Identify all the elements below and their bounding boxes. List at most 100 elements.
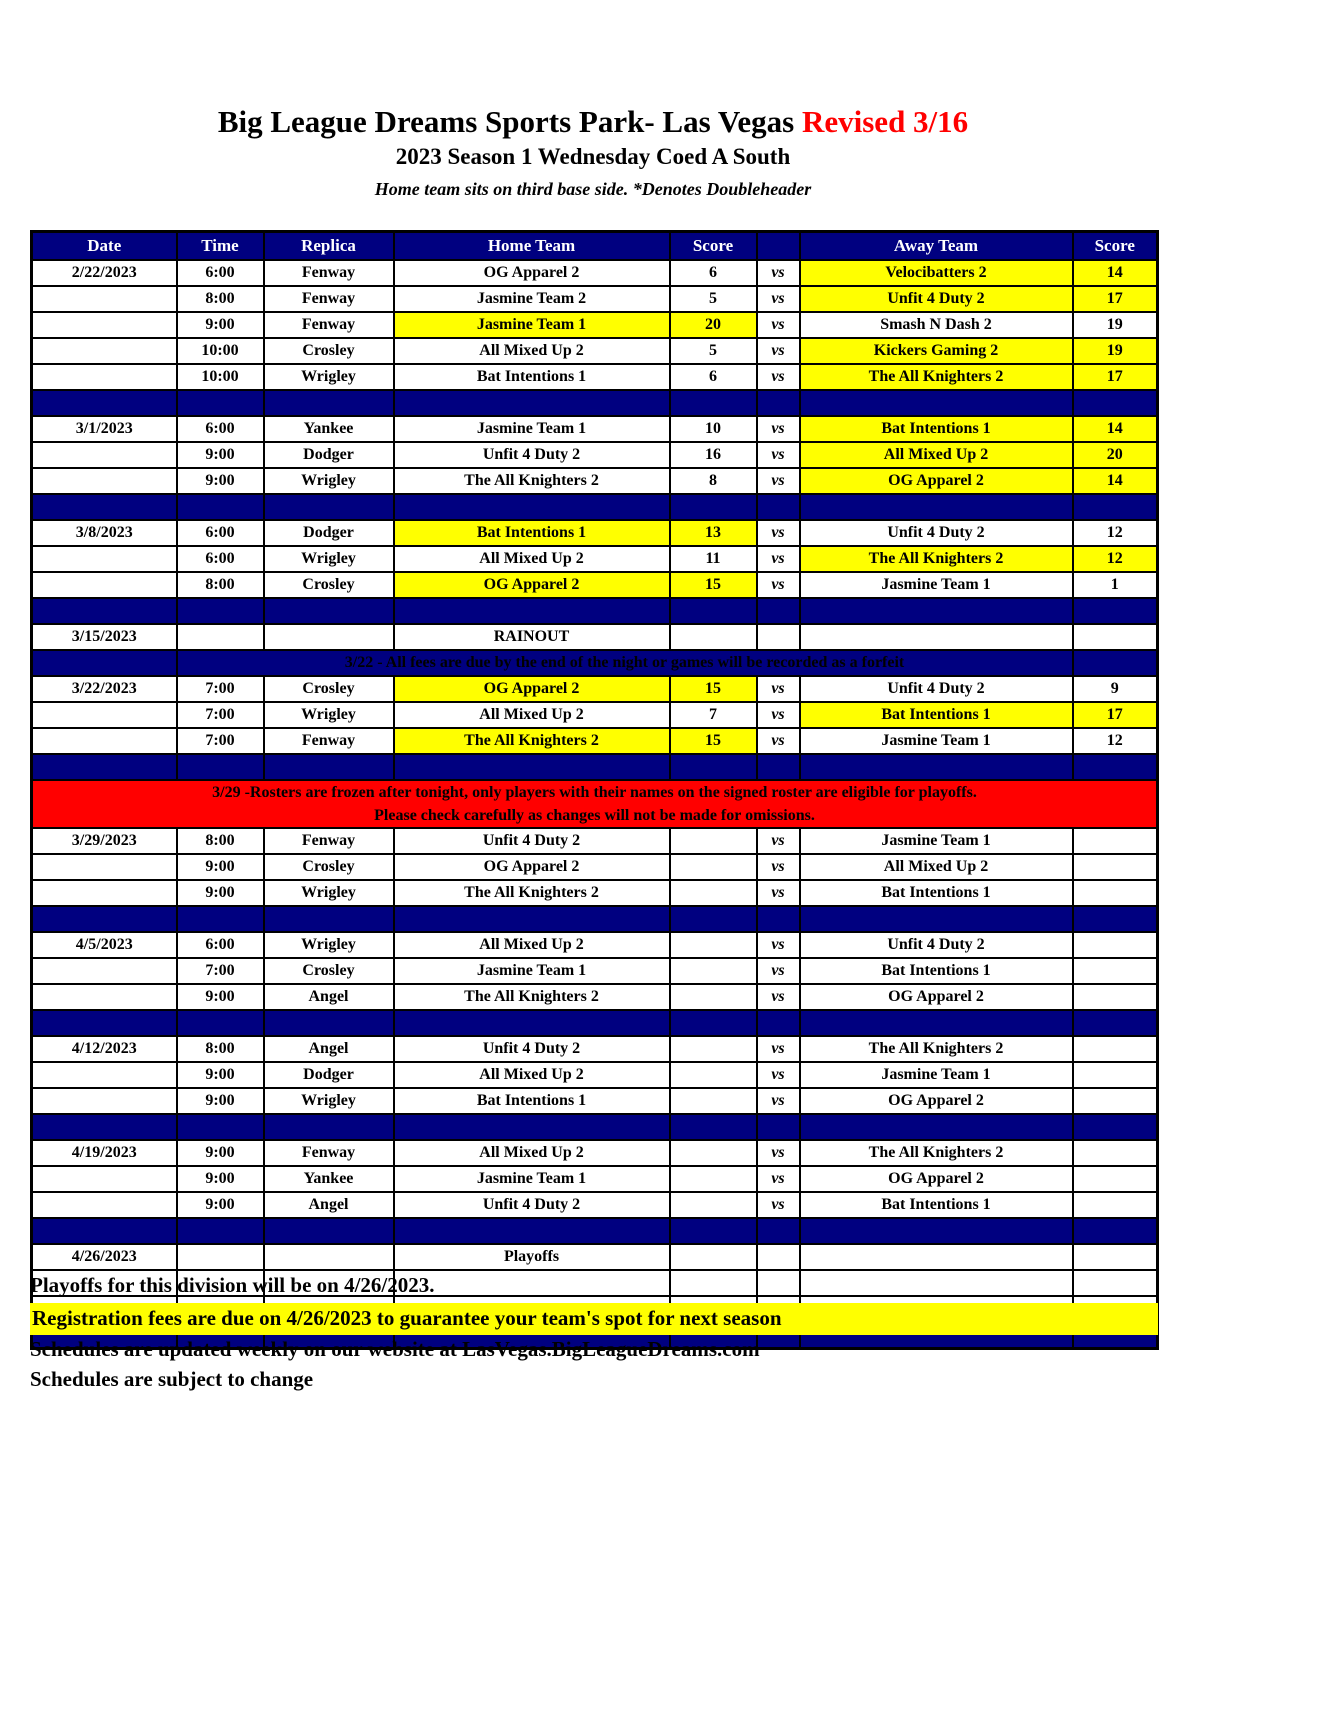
- game-row: 4/12/2023 8:00 Angel Unfit 4 Duty 2 vs The Al…: [30, 1035, 1159, 1063]
- date-cell: [30, 649, 178, 677]
- separator-cell: [798, 1009, 1074, 1037]
- roster-notice-line: 3/29 -Rosters are frozen after tonight, …: [212, 784, 977, 801]
- replica-cell: Crosley: [262, 571, 395, 599]
- away-team-cell: Jasmine Team 1: [798, 727, 1074, 755]
- fees-notice-row: 3/22 - All fees are due by the end of th…: [30, 649, 1159, 677]
- separator-cell: [262, 905, 395, 933]
- page-header: Big League Dreams Sports Park- Las Vegas…: [30, 104, 1156, 200]
- replica-cell: Wrigley: [262, 701, 395, 729]
- separator-cell: [668, 597, 758, 625]
- roster-notice-line: Please check carefully as changes will n…: [374, 807, 815, 824]
- game-row: 8:00 Crosley OG Apparel 2 15 vs Jasmine Team …: [30, 571, 1159, 599]
- time-cell: [175, 623, 265, 651]
- replica-cell: Crosley: [262, 957, 395, 985]
- away-score-cell: [1071, 1087, 1159, 1115]
- home-score-cell: [668, 983, 758, 1011]
- separator-cell: [1071, 493, 1159, 521]
- vs-cell: vs: [755, 675, 801, 703]
- separator-cell: [798, 493, 1074, 521]
- footer-subject-to-change-note: Schedules are subject to change: [30, 1367, 314, 1391]
- home-score-cell: 8: [668, 467, 758, 495]
- separator-cell: [798, 905, 1074, 933]
- separator-cell: [798, 1113, 1074, 1141]
- separator-cell: [755, 753, 801, 781]
- replica-cell: Dodger: [262, 519, 395, 547]
- date-cell: [30, 701, 178, 729]
- game-row: 7:00 Fenway The All Knighters 2 15 vs Jasmine…: [30, 727, 1159, 755]
- away-score-cell: [1071, 879, 1159, 907]
- replica-cell: Fenway: [262, 727, 395, 755]
- away-team-cell: OG Apparel 2: [798, 1087, 1074, 1115]
- empty-cell: [798, 1269, 1074, 1297]
- separator-cell: [1071, 1009, 1159, 1037]
- separator-cell: [392, 1009, 671, 1037]
- replica-cell: Crosley: [262, 853, 395, 881]
- column-header-score-4: Score: [668, 230, 758, 261]
- separator-cell: [262, 389, 395, 417]
- home-score-cell: [668, 1165, 758, 1193]
- time-cell: 9:00: [175, 1139, 265, 1167]
- time-cell: 7:00: [175, 701, 265, 729]
- replica-cell: Wrigley: [262, 467, 395, 495]
- date-cell: [30, 1087, 178, 1115]
- game-row: 9:00 Wrigley The All Knighters 2 8 vs OG Appa…: [30, 467, 1159, 495]
- time-cell: 6:00: [175, 931, 265, 959]
- game-row: 3/29/2023 8:00 Fenway Unfit 4 Duty 2 vs Jasmi…: [30, 827, 1159, 855]
- footer-playoffs-note: Playoffs for this division will be on 4/…: [30, 1273, 435, 1297]
- date-cell: 4/12/2023: [30, 1035, 178, 1063]
- home-team-cell: Bat Intentions 1: [392, 363, 671, 391]
- time-cell: 6:00: [175, 415, 265, 443]
- away-team-cell: Jasmine Team 1: [798, 1061, 1074, 1089]
- replica-cell: Dodger: [262, 441, 395, 469]
- away-team-cell: Bat Intentions 1: [798, 957, 1074, 985]
- replica-cell: Dodger: [262, 1061, 395, 1089]
- vs-cell: vs: [755, 415, 801, 443]
- separator-cell: [30, 1113, 178, 1141]
- vs-cell: vs: [755, 519, 801, 547]
- separator-cell: [392, 493, 671, 521]
- home-team-cell: Jasmine Team 2: [392, 285, 671, 313]
- vs-cell: vs: [755, 311, 801, 339]
- season-subtitle: 2023 Season 1 Wednesday Coed A South: [395, 144, 791, 169]
- home-team-cell: The All Knighters 2: [392, 983, 671, 1011]
- home-score-cell: 15: [668, 675, 758, 703]
- schedule-table-body: 2/22/2023 6:00 Fenway OG Apparel 2 6 vs Veloci…: [30, 259, 1159, 1350]
- date-cell: 2/22/2023: [30, 259, 178, 287]
- separator-cell: [1071, 1321, 1159, 1350]
- empty-row: [30, 1269, 1159, 1297]
- home-team-cell: Unfit 4 Duty 2: [392, 827, 671, 855]
- vs-cell: vs: [755, 441, 801, 469]
- home-score-cell: [668, 879, 758, 907]
- replica-cell: [262, 623, 395, 651]
- game-row: 7:00 Crosley Jasmine Team 1 vs Bat Intention…: [30, 957, 1159, 985]
- date-cell: 3/29/2023: [30, 827, 178, 855]
- separator-cell: [262, 1217, 395, 1245]
- home-score-cell: 13: [668, 519, 758, 547]
- separator-cell: [262, 493, 395, 521]
- away-team-cell: Jasmine Team 1: [798, 571, 1074, 599]
- away-team-cell: Bat Intentions 1: [798, 701, 1074, 729]
- vs-cell: vs: [755, 259, 801, 287]
- home-score-cell: 6: [668, 363, 758, 391]
- date-cell: 3/8/2023: [30, 519, 178, 547]
- date-cell: [30, 727, 178, 755]
- column-header-replica-2: Replica: [262, 230, 395, 261]
- separator-cell: [175, 597, 265, 625]
- date-cell: [30, 285, 178, 313]
- vs-cell: vs: [755, 1087, 801, 1115]
- empty-cell: [175, 1269, 265, 1297]
- away-team-cell: Unfit 4 Duty 2: [798, 519, 1074, 547]
- home-score-cell: [668, 1061, 758, 1089]
- page-title: Big League Dreams Sports Park- Las Vegas…: [30, 104, 1156, 140]
- away-team-cell: Bat Intentions 1: [798, 1191, 1074, 1219]
- vs-cell: vs: [755, 337, 801, 365]
- replica-cell: Angel: [262, 983, 395, 1011]
- home-score-cell: 6: [668, 259, 758, 287]
- home-score-cell: [668, 931, 758, 959]
- schedule-table: Date Time Replica Home Team Score Away Team Sc…: [30, 230, 1159, 1350]
- date-cell: [30, 571, 178, 599]
- home-team-cell: OG Apparel 2: [392, 571, 671, 599]
- column-header-time-1: Time: [175, 230, 265, 261]
- time-cell: 9:00: [175, 467, 265, 495]
- time-cell: 6:00: [175, 519, 265, 547]
